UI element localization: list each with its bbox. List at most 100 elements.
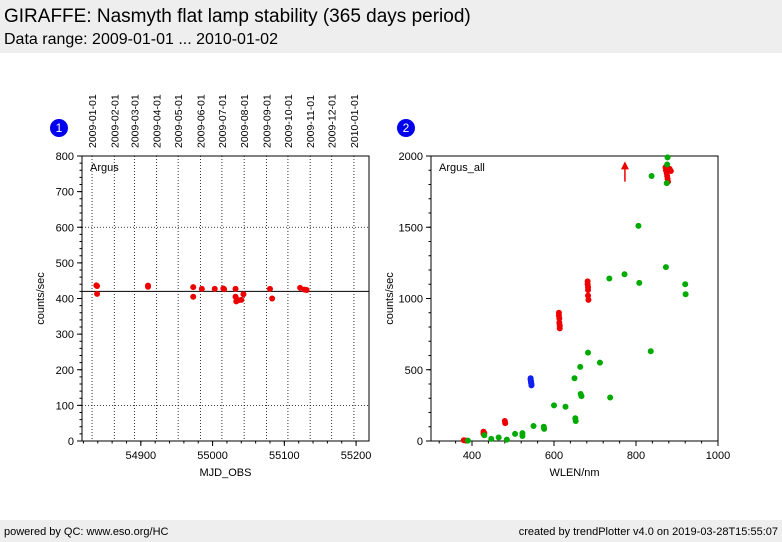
x-tick-label: 800 (627, 450, 645, 462)
date-tick-label: 2009-08-01 (239, 94, 251, 148)
data-point (145, 283, 152, 290)
date-tick-label: 2009-05-01 (173, 94, 185, 148)
data-point (647, 348, 654, 355)
outlier-arrow-head (620, 161, 629, 170)
data-point (519, 433, 526, 440)
plot-label: Argus_all (439, 162, 485, 174)
data-point (464, 437, 471, 444)
x-tick-label: 1000 (706, 450, 730, 462)
data-point (664, 161, 671, 168)
data-point (578, 393, 585, 400)
data-point (556, 315, 563, 322)
data-range-subtitle: Data range: 2009-01-01 ... 2010-01-02 (4, 31, 278, 48)
data-point (585, 286, 592, 293)
data-point (502, 420, 509, 427)
data-point (585, 349, 592, 356)
data-point (636, 279, 643, 286)
x-tick-label: 400 (463, 450, 481, 462)
data-point (303, 286, 310, 293)
data-point (596, 359, 603, 366)
y-tick-label: 1500 (399, 222, 423, 234)
data-point (662, 264, 669, 271)
date-tick-label: 2009-12-01 (327, 94, 339, 148)
y-tick-label: 300 (56, 329, 74, 341)
date-tick-label: 2009-01-01 (87, 94, 99, 148)
data-point (572, 418, 579, 425)
data-point (562, 403, 569, 410)
data-point (503, 436, 510, 443)
y-tick-label: 800 (56, 151, 74, 163)
y-tick-label: 600 (56, 222, 74, 234)
data-point (190, 284, 197, 291)
data-point (556, 325, 563, 332)
data-point (607, 394, 614, 401)
y-axis-label: counts/sec (384, 272, 396, 325)
y-tick-label: 200 (56, 365, 74, 377)
x-tick-label: 55000 (197, 450, 228, 462)
date-tick-label: 2009-10-01 (283, 94, 295, 148)
data-point (238, 296, 245, 303)
created-by-note: created by trendPlotter v4.0 on 2019-03-… (518, 526, 778, 538)
powered-by-link[interactable]: powered by QC: www.eso.org/HC (4, 526, 169, 538)
data-point (266, 285, 273, 292)
data-point (664, 154, 671, 161)
y-tick-label: 0 (68, 436, 74, 448)
x-tick-label: 600 (545, 450, 563, 462)
plot-wavelength-stability: 0 500 1000 1500 2000 400 600 800 1000 WLEN/nm coun… (384, 119, 730, 479)
data-point (232, 285, 239, 292)
data-point (606, 275, 613, 282)
x-tick-label: 55200 (341, 450, 372, 462)
data-point (94, 283, 101, 290)
plot-frame (81, 155, 370, 442)
data-point (530, 423, 537, 430)
x-tick-label: 55100 (269, 450, 300, 462)
data-point (221, 286, 228, 293)
plots-canvas: 0 100 200 300 400 500 600 700 800 54900 55000 55100… (35, 94, 730, 479)
data-point (621, 271, 628, 278)
y-tick-label: 0 (417, 436, 423, 448)
y-tick-label: 700 (56, 187, 74, 199)
plot-label: Argus (90, 162, 119, 174)
data-point (577, 363, 584, 370)
data-point (94, 290, 101, 297)
date-tick-label: 2009-03-01 (129, 94, 141, 148)
data-point (663, 180, 670, 187)
data-point (585, 296, 592, 303)
date-tick-label: 2009-02-01 (109, 94, 121, 148)
date-tick-label: 2009-11-01 (305, 95, 317, 148)
date-tick-label: 2010-01-01 (349, 94, 361, 148)
plot-number-label: 2 (403, 121, 410, 135)
data-point (495, 434, 502, 441)
data-point (211, 285, 218, 292)
plot-number-label: 1 (56, 121, 63, 135)
y-tick-label: 100 (56, 400, 74, 412)
x-tick-label: 54900 (126, 450, 157, 462)
data-point (269, 295, 276, 302)
y-tick-label: 400 (56, 294, 74, 306)
data-point (682, 291, 689, 298)
y-tick-label: 500 (405, 365, 423, 377)
date-tick-label: 2009-09-01 (261, 94, 273, 148)
data-point (190, 293, 197, 300)
report-title: GIRAFFE: Nasmyth flat lamp stability (36… (4, 6, 471, 27)
plot-mjd-stability: 0 100 200 300 400 500 600 700 800 54900 55000 55100… (35, 94, 371, 479)
data-point (571, 375, 578, 382)
date-tick-label: 2009-04-01 (152, 94, 164, 148)
data-point (635, 222, 642, 229)
data-point (240, 291, 247, 298)
data-point (541, 425, 548, 432)
y-tick-label: 500 (56, 258, 74, 270)
x-axis-label: WLEN/nm (549, 467, 599, 479)
report-footer: powered by QC: www.eso.org/HC created by… (0, 520, 782, 542)
y-tick-label: 1000 (399, 294, 423, 306)
data-point (488, 435, 495, 442)
report-header: GIRAFFE: Nasmyth flat lamp stability (36… (0, 0, 782, 53)
plot-number-badge (50, 119, 68, 137)
date-tick-label: 2009-07-01 (217, 94, 229, 148)
plot2-points (460, 154, 689, 444)
data-point (512, 430, 519, 437)
plot-frame (430, 155, 719, 442)
plot-number-badge (397, 119, 415, 137)
date-tick-label: 2009-06-01 (195, 94, 207, 148)
data-point (551, 402, 557, 409)
